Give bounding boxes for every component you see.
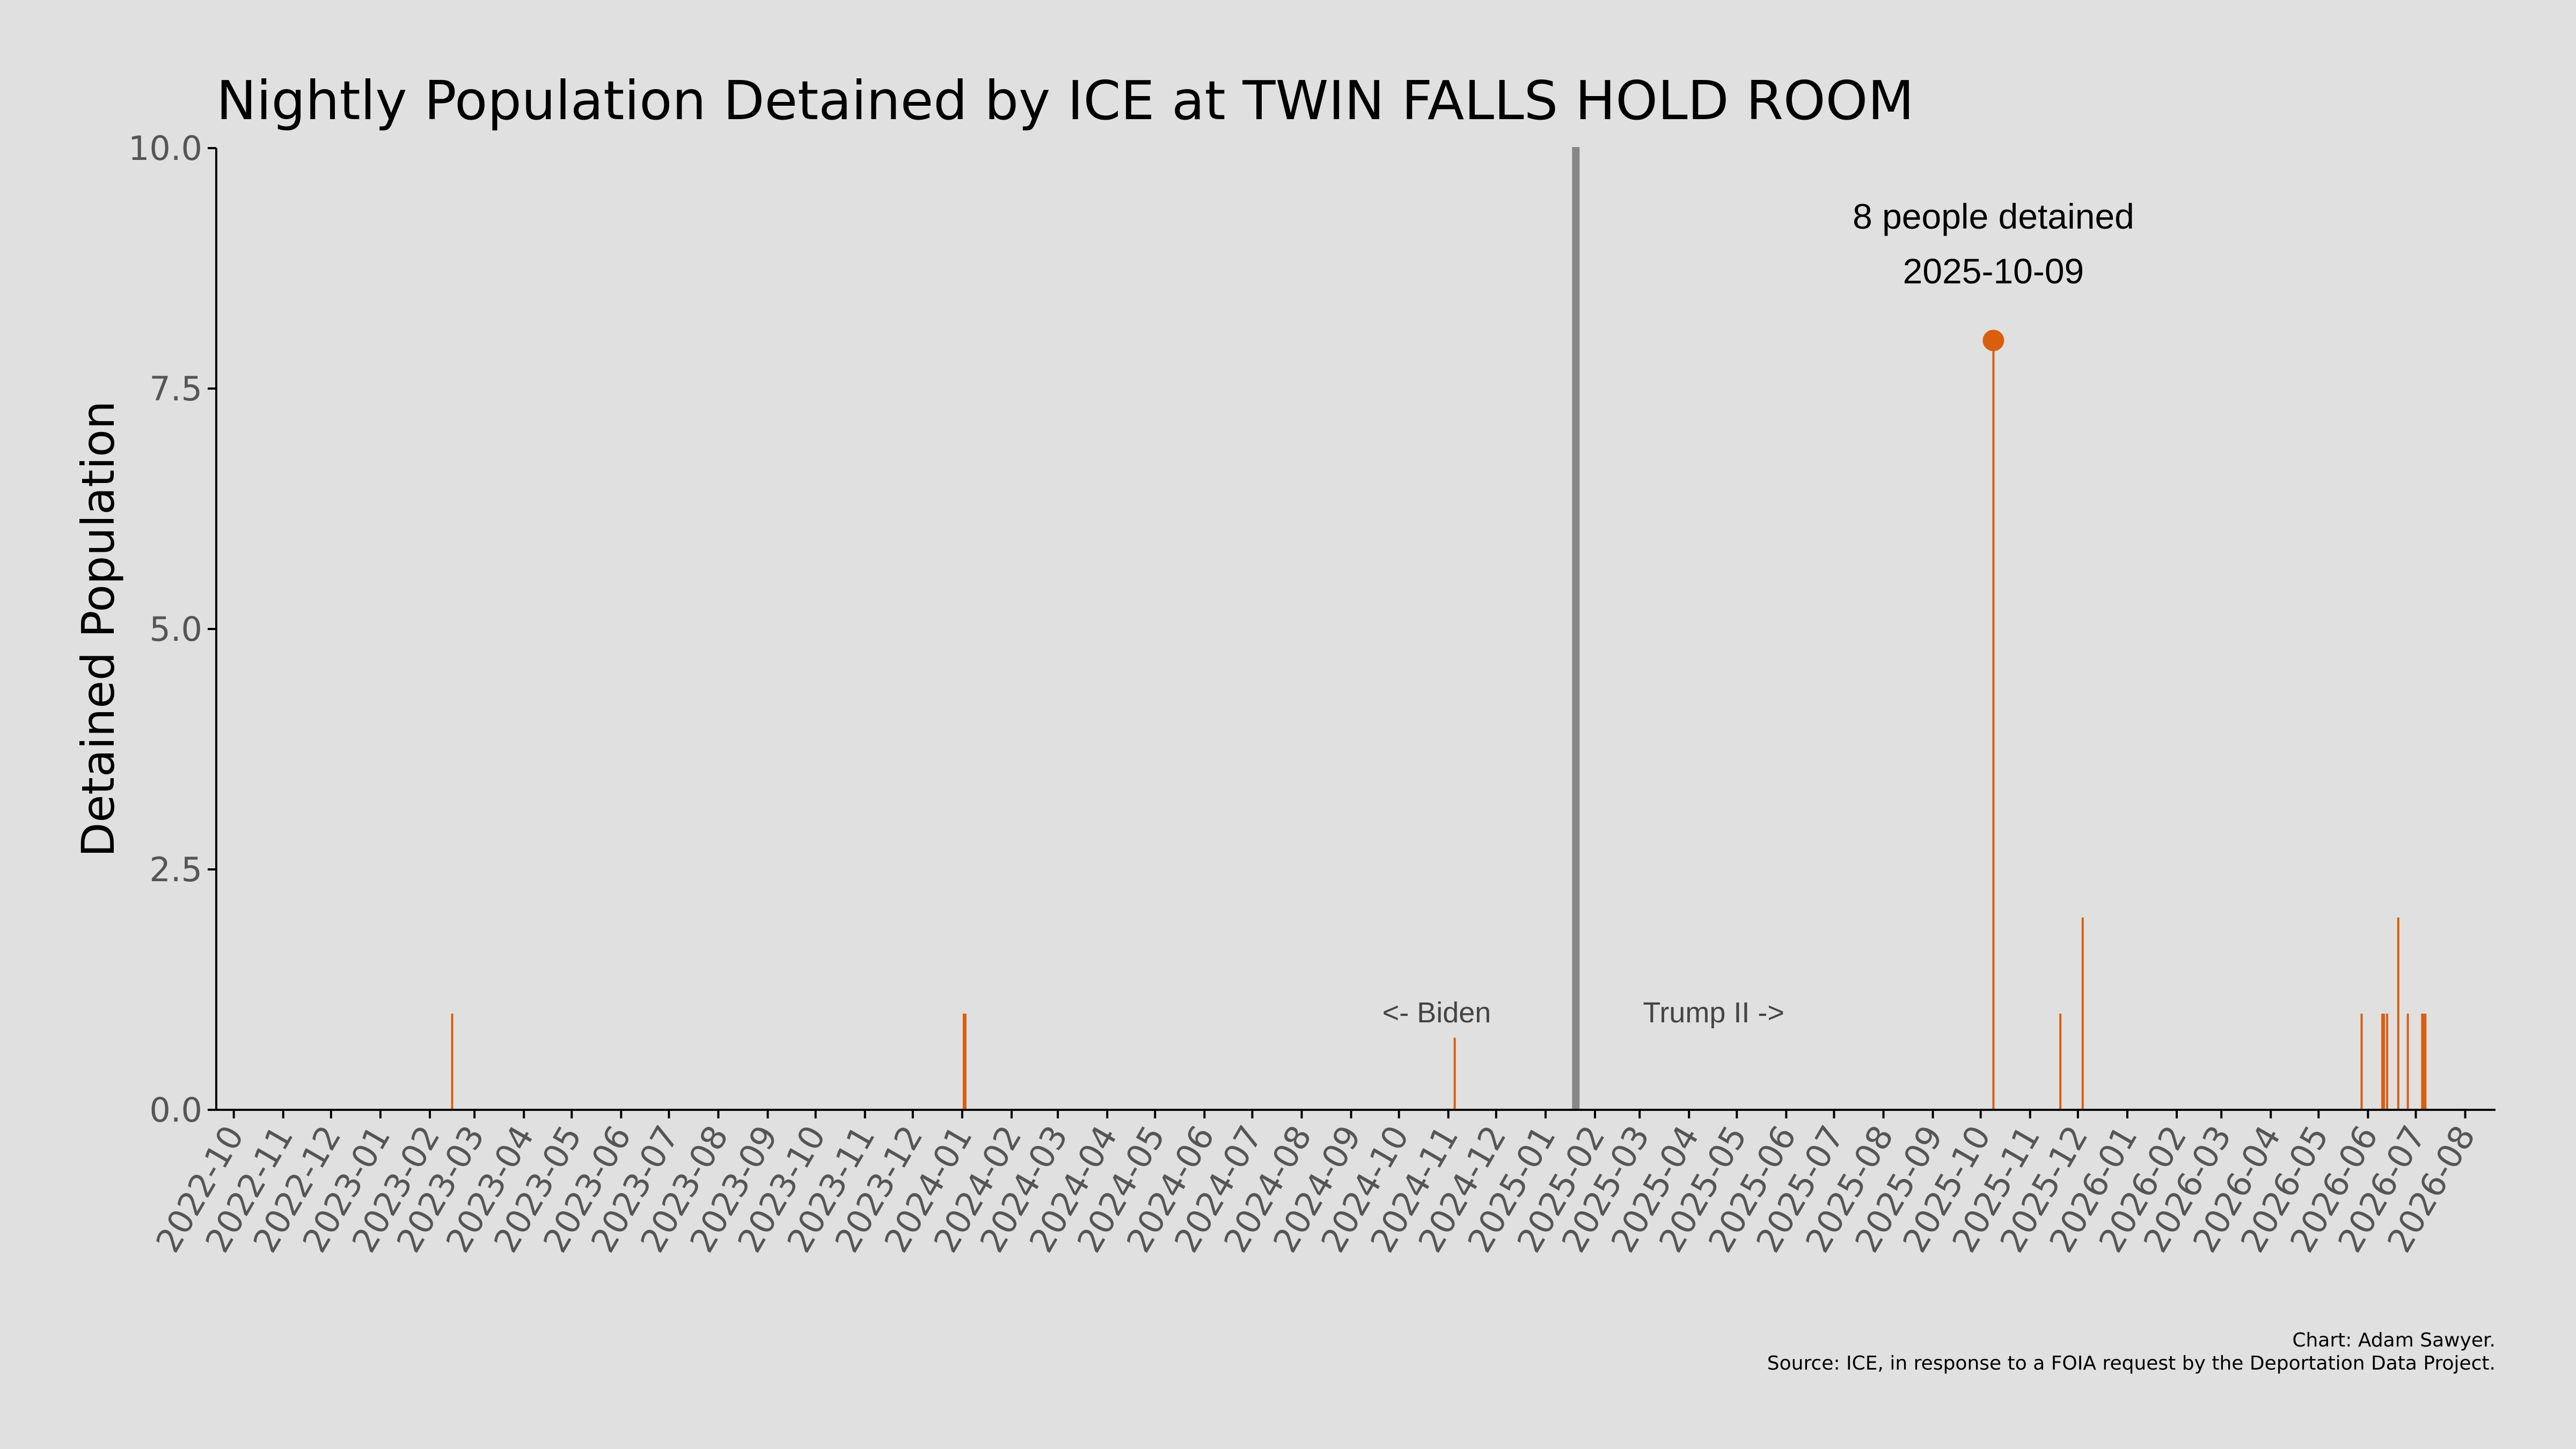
credit-author: Chart: Adam Sawyer. [2292,1329,2496,1351]
y-tick-label-3: 7.5 [149,369,202,408]
era-label-trump: Trump II -> [1643,997,1784,1029]
peak-annotation-count: 8 people detained [1853,196,2134,236]
era-label-biden: <- Biden [1382,997,1491,1029]
peak-marker [1982,330,2004,352]
y-tick-label-1: 2.5 [149,850,202,889]
chart-title: Nightly Population Detained by ICE at TW… [216,69,1914,132]
plot-area: 0.02.55.07.510.02022-102022-112022-12202… [128,129,2496,1259]
y-tick-label-2: 5.0 [149,610,202,649]
peak-annotation-date: 2025-10-09 [1903,251,2084,291]
y-tick-label-4: 10.0 [128,129,202,168]
credit-source: Source: ICE, in response to a FOIA reque… [1767,1352,2496,1374]
y-axis-label: Detained Population [72,401,125,857]
y-tick-label-0: 0.0 [149,1091,202,1130]
